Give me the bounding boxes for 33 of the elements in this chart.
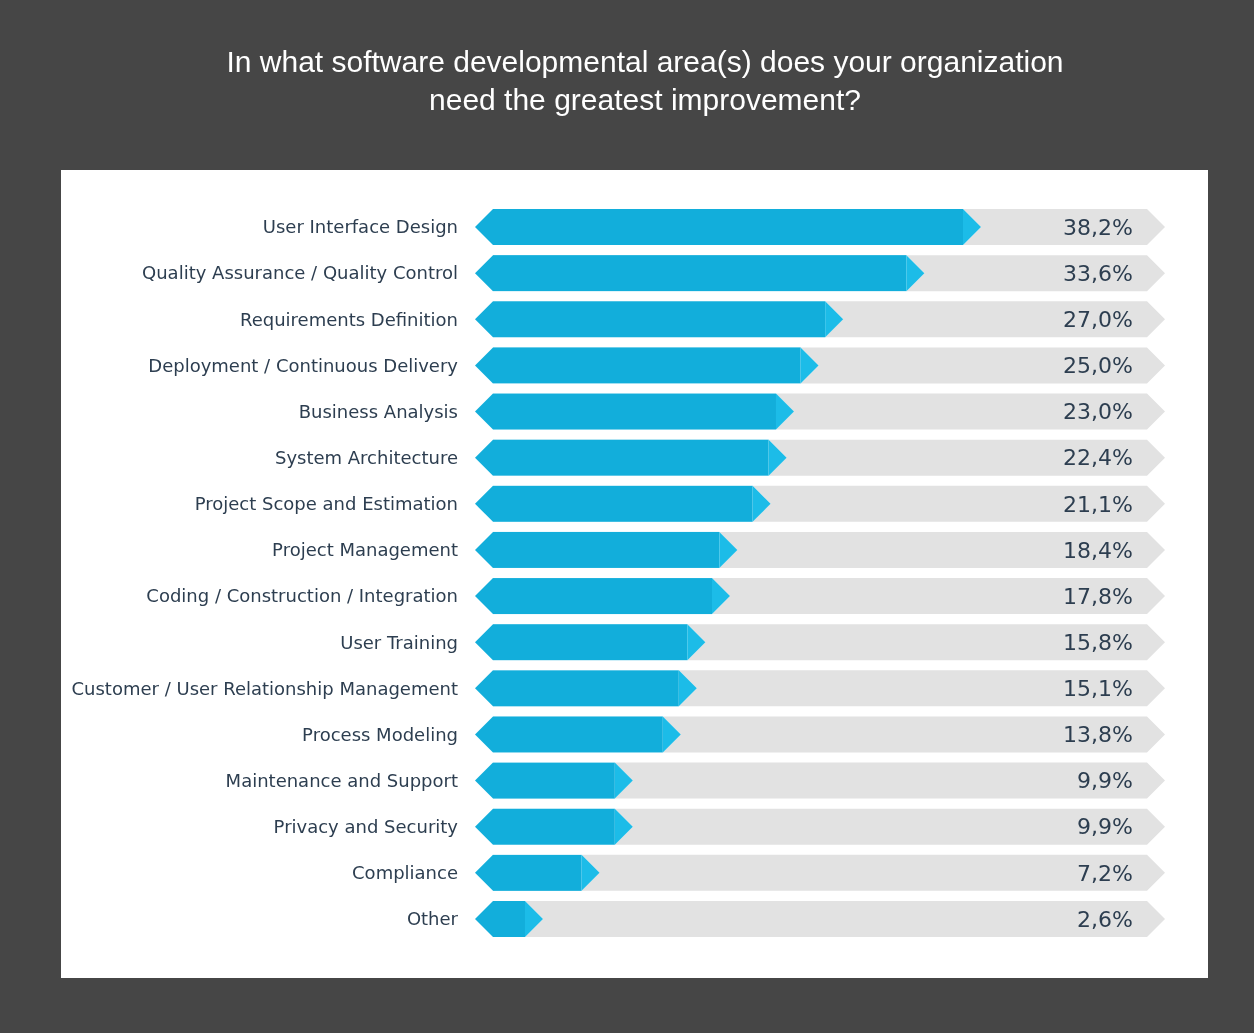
data-label: 15,1% [1063, 676, 1133, 702]
y-tick-label: Maintenance and Support [225, 769, 458, 791]
y-tick-label: Deployment / Continuous Delivery [148, 354, 459, 376]
data-label: 2,6% [1077, 906, 1133, 932]
y-tick-label: Business Analysis [298, 400, 458, 422]
data-label: 9,9% [1077, 768, 1133, 794]
data-label: 17,8% [1063, 583, 1133, 609]
data-label: 38,2% [1063, 214, 1133, 240]
data-label: 27,0% [1063, 306, 1133, 332]
data-label: 33,6% [1063, 260, 1133, 286]
y-tick-label: Other [406, 908, 459, 930]
data-label: 18,4% [1063, 537, 1133, 563]
y-tick-label: Project Management [272, 539, 458, 561]
data-label: 25,0% [1063, 353, 1133, 379]
y-tick-label: Customer / User Relationship Management [71, 677, 458, 699]
data-label: 13,8% [1063, 722, 1133, 748]
chart-title: In what software developmental area(s) does your organization need the greatest improvement? [226, 45, 1064, 116]
y-tick-label: Process Modeling [302, 723, 458, 745]
y-tick-label: Project Scope and Estimation [194, 493, 458, 515]
data-label: 21,1% [1063, 491, 1133, 517]
y-tick-label: User Interface Design [262, 216, 458, 238]
y-tick-label: Quality Assurance / Quality Control [142, 262, 458, 284]
data-label: 23,0% [1063, 399, 1133, 425]
data-label: 7,2% [1077, 860, 1133, 886]
y-tick-label: Requirements Definition [239, 308, 458, 330]
y-tick-label: Privacy and Security [273, 816, 459, 838]
data-label: 9,9% [1077, 814, 1133, 840]
y-tick-label: Compliance [352, 862, 458, 884]
y-tick-label: User Training [340, 631, 458, 653]
y-tick-label: Coding / Construction / Integration [146, 585, 458, 607]
data-label: 22,4% [1063, 445, 1133, 471]
y-tick-label: System Architecture [274, 446, 458, 468]
data-label: 15,8% [1063, 629, 1133, 655]
